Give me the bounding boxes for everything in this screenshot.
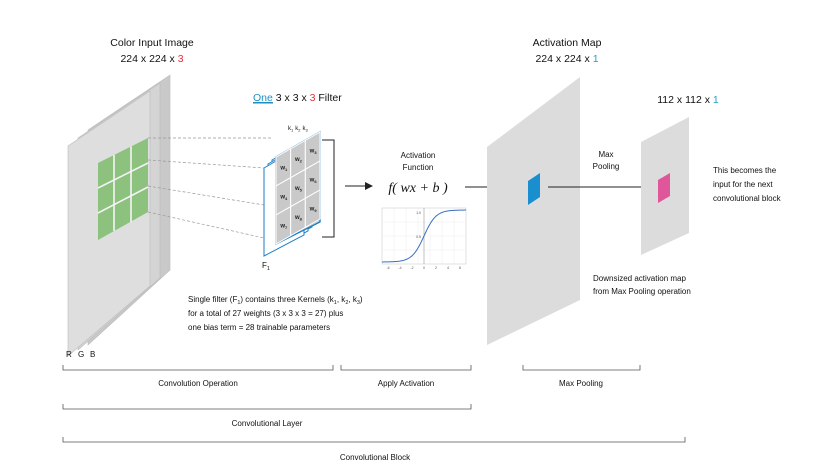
bracket-convolutional-block [62,437,686,443]
channel-label-g: G [78,350,84,359]
activation-map-slab [487,77,580,345]
max-pooling-label-line2: Pooling [593,162,620,171]
next-block-note-line2: input for the next [713,180,773,189]
sigmoid-xtick-label: -6 [386,266,389,270]
weight-label: w3 [309,149,318,156]
label-apply-activation: Apply Activation [378,379,434,388]
sigmoid-ytick-05: 0.5 [416,235,421,239]
pooled-dims: 112 x 112 x 1 [657,94,719,106]
bracket-convolutional-layer [62,404,472,410]
label-max-pooling: Max Pooling [559,379,603,388]
next-block-note-line3: convolutional block [713,194,782,203]
activation-title-line2: Function [403,163,434,172]
weight-cells: w1 w2 w3 w4 w5 w6 w7 w8 w9 [275,131,321,245]
activation-map-title: Activation Map [533,37,602,49]
filter-bracket [322,139,335,238]
sigmoid-xtick-label: 0 [423,266,425,270]
weight-label: w2 [294,157,303,164]
label-convolutional-block: Convolutional Block [340,453,411,462]
filter-title: One 3 x 3 x 3 Filter [253,92,342,104]
sigmoid-curve [381,209,467,263]
description-line1: Single filter (F1) contains three Kernel… [188,295,363,306]
channel-label-b: B [90,350,95,359]
weight-cell [304,189,321,229]
receptive-field-patch [98,138,148,240]
input-image-stack: R G B [66,74,171,359]
sigmoid-ytick-1: 1.0 [416,211,421,215]
weight-label: w9 [309,207,318,214]
activation-formula: f( wx + b ) [388,181,448,196]
input-dims: 224 x 224 x 3 [120,53,183,65]
receptive-field-grid [97,146,149,231]
weight-label: w6 [309,178,318,185]
pooled-value-cell [658,173,670,203]
activation-value-cell [528,173,540,205]
sigmoid-xtick-label: 4 [447,266,449,270]
label-convolutional-layer: Convolutional Layer [232,419,303,428]
description-line3: one bias term = 28 trainable parameters [188,323,330,332]
weight-label: w5 [294,186,303,193]
weight-label: w8 [294,215,303,222]
weight-label: w4 [279,194,288,201]
filter-cube: w1 w2 w3 w4 w5 w6 w7 w8 w9 [263,130,321,257]
bracket-max-pooling [522,365,641,371]
sigmoid-x-ticks: -6 -4 -2 0 2 4 6 [386,266,461,270]
sigmoid-xtick-label: 2 [435,266,437,270]
bottom-brackets [62,365,686,443]
channel-label-r: R [66,350,72,359]
weight-label: w7 [279,223,288,230]
downsized-note-line1: Downsized activation map [593,274,686,283]
sigmoid-xtick-label: -2 [410,266,413,270]
downsized-note-line2: from Max Pooling operation [593,287,691,296]
bracket-apply-activation [340,365,472,371]
projection-lines [147,137,272,239]
sigmoid-grid [382,208,466,264]
next-block-note-line1: This becomes the [713,166,777,175]
label-convolution-operation: Convolution Operation [158,379,238,388]
activation-map-dims: 224 x 224 x 1 [535,53,598,65]
activation-title-line1: Activation [401,151,436,160]
sigmoid-xtick-label: 6 [459,266,461,270]
description-line2: for a total of 27 weights (3 x 3 x 3 = 2… [188,309,343,318]
input-title: Color Input Image [110,37,194,49]
filter-name: F1 [262,261,270,272]
sigmoid-xtick-label: -4 [398,266,401,270]
bracket-convolution-operation [62,365,334,371]
weight-label: w1 [279,165,288,172]
sigmoid-plot: -6 -4 -2 0 2 4 6 1.0 0.5 [381,207,467,270]
max-pooling-label-line1: Max [598,150,613,159]
kernel-labels: k1 k2 k3 [288,126,308,133]
